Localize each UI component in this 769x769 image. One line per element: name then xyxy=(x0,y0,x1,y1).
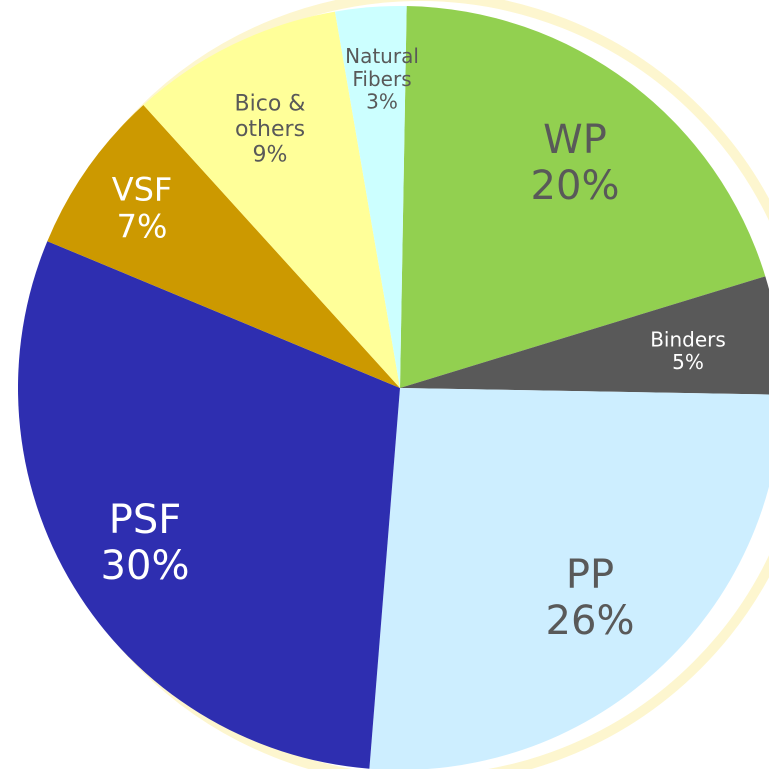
slice-label: Bico & others xyxy=(235,92,306,142)
slice-label: Natural Fibers xyxy=(345,44,419,91)
slice-value-label: 3% xyxy=(366,90,398,114)
slice-label: VSF xyxy=(112,171,173,209)
slice-value-label: 7% xyxy=(117,207,168,245)
slice-label: PP xyxy=(566,552,614,598)
slice-label: WP xyxy=(543,117,607,163)
pie-slice xyxy=(334,5,407,388)
pie-slice xyxy=(400,276,769,395)
slice-value-label: 26% xyxy=(546,598,635,644)
pie-slice xyxy=(17,241,400,769)
slice-value-label: 5% xyxy=(672,350,704,374)
pie-slice xyxy=(400,6,766,389)
slice-label: PSF xyxy=(109,497,182,543)
pie-slice xyxy=(369,388,769,769)
slice-value-label: 30% xyxy=(101,543,190,589)
slice-value-label: 9% xyxy=(253,142,288,167)
pie-slice xyxy=(143,11,400,388)
slice-label: Binders xyxy=(650,327,726,351)
pie-slice xyxy=(47,105,400,389)
slice-value-label: 20% xyxy=(531,163,620,209)
